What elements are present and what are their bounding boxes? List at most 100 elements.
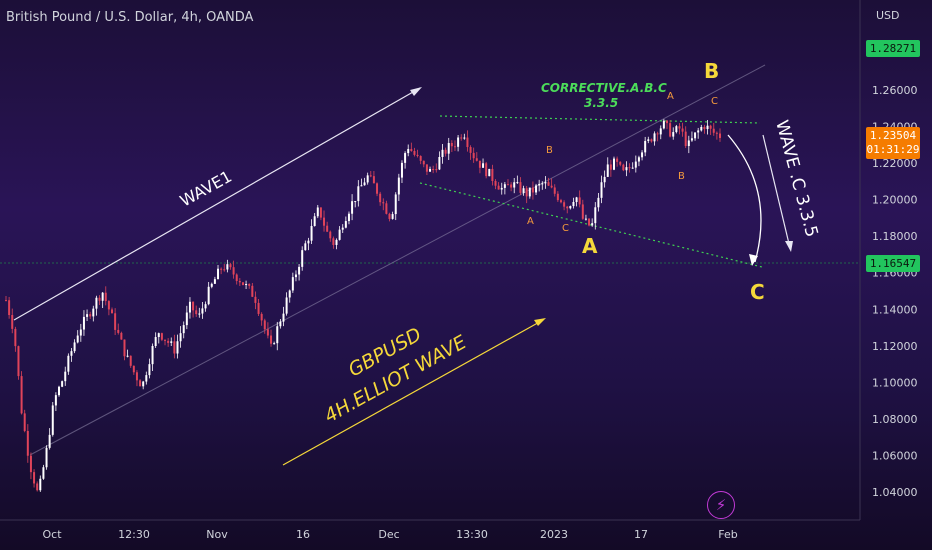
candle-body	[631, 167, 634, 169]
time-axis: Oct 12:30 Nov 16 Dec 13:30 2023 17 Feb	[42, 528, 737, 541]
candle-body	[167, 340, 170, 343]
candle-body	[425, 164, 428, 172]
wave1-arrow-head	[410, 87, 422, 96]
candle-body	[578, 197, 581, 205]
candle-body	[413, 150, 416, 155]
candle-body	[650, 139, 653, 142]
candle-body	[628, 167, 631, 169]
candle-body	[120, 332, 123, 340]
price-tick-label: 1.12000	[872, 340, 918, 353]
candle-body	[457, 137, 460, 147]
candle-body	[447, 142, 450, 154]
high-price-tag: 1.28271	[866, 40, 920, 57]
candle-body	[594, 207, 597, 224]
candle-body	[273, 343, 276, 345]
candle-body	[51, 405, 54, 435]
candle-body	[301, 250, 304, 267]
candle-body	[204, 304, 207, 309]
candle-body	[460, 137, 463, 139]
candle-body	[525, 188, 528, 197]
candle-body	[429, 168, 432, 172]
candle-body	[354, 201, 357, 203]
candle-body	[385, 203, 388, 214]
candle-body	[369, 175, 372, 177]
candle-body	[566, 206, 569, 209]
candle-body	[647, 139, 650, 141]
candle-body	[39, 478, 42, 491]
candle-body	[48, 434, 51, 448]
candle-body	[332, 238, 335, 245]
candle-body	[528, 187, 531, 197]
lower-channel-line	[29, 64, 766, 456]
candle-body	[170, 341, 173, 343]
candle-body	[572, 202, 575, 207]
candle-body	[182, 325, 185, 334]
candle-body	[142, 381, 145, 387]
candle-body	[104, 292, 107, 302]
candle-body	[478, 160, 481, 168]
price-tick-label: 1.20000	[872, 194, 918, 207]
candle-body	[475, 158, 478, 161]
candle-body	[95, 297, 98, 309]
candle-body	[472, 152, 475, 159]
candle-body	[285, 297, 288, 314]
bar-countdown: 01:31:29	[866, 143, 920, 156]
candle-body	[553, 187, 556, 194]
candle-body	[488, 168, 491, 177]
candle-body	[394, 194, 397, 215]
candle-body	[606, 164, 609, 177]
price-tick-label: 1.22000	[872, 157, 918, 170]
candle-body	[419, 156, 422, 161]
candle-body	[513, 182, 516, 188]
currency-label: USD	[876, 9, 900, 22]
candle-body	[198, 313, 201, 315]
candle-body	[123, 339, 126, 357]
price-tick-label: 1.04000	[872, 486, 918, 499]
candle-body	[363, 182, 366, 186]
sub-wave-a1-label: A	[527, 216, 534, 227]
candle-body	[482, 163, 485, 168]
candle-body	[712, 128, 715, 133]
candle-body	[382, 202, 385, 204]
candle-body	[263, 320, 266, 330]
wave-b-big-label: B	[704, 59, 719, 83]
candle-body	[603, 176, 606, 183]
candle-body	[276, 326, 279, 344]
candle-body	[257, 302, 260, 314]
price-tick-label: 1.14000	[872, 303, 918, 316]
candle-body	[438, 156, 441, 170]
candle-body	[185, 312, 188, 326]
candle-body	[675, 126, 678, 133]
candle-body	[36, 483, 39, 491]
candle-body	[160, 333, 163, 340]
candle-body	[347, 213, 350, 222]
candle-body	[563, 202, 566, 207]
candle-body	[114, 313, 117, 330]
candle-body	[634, 161, 637, 168]
candle-body	[329, 231, 332, 239]
candle-body	[584, 218, 587, 220]
candle-body	[251, 285, 254, 297]
candle-body	[597, 197, 600, 208]
lightning-icon[interactable]: ⚡	[707, 491, 735, 519]
candle-body	[192, 301, 195, 311]
candle-body	[391, 214, 394, 219]
candle-body	[223, 269, 226, 271]
candle-body	[117, 329, 120, 333]
candle-body	[453, 146, 456, 148]
candle-body	[238, 281, 241, 283]
current-price-tag: 1.23504 01:31:29	[866, 127, 920, 159]
candle-body	[697, 130, 700, 133]
candle-body	[82, 316, 85, 330]
candle-body	[715, 132, 718, 134]
candle-body	[700, 126, 703, 131]
candle-body	[441, 149, 444, 157]
wave1-label: WAVE1	[177, 167, 235, 211]
wave-a-big-label: A	[582, 234, 598, 258]
candle-body	[135, 372, 138, 381]
candle-body	[323, 217, 326, 226]
candle-body	[516, 182, 519, 184]
sub-wave-b1-label: B	[546, 145, 553, 156]
candle-body	[20, 376, 23, 414]
